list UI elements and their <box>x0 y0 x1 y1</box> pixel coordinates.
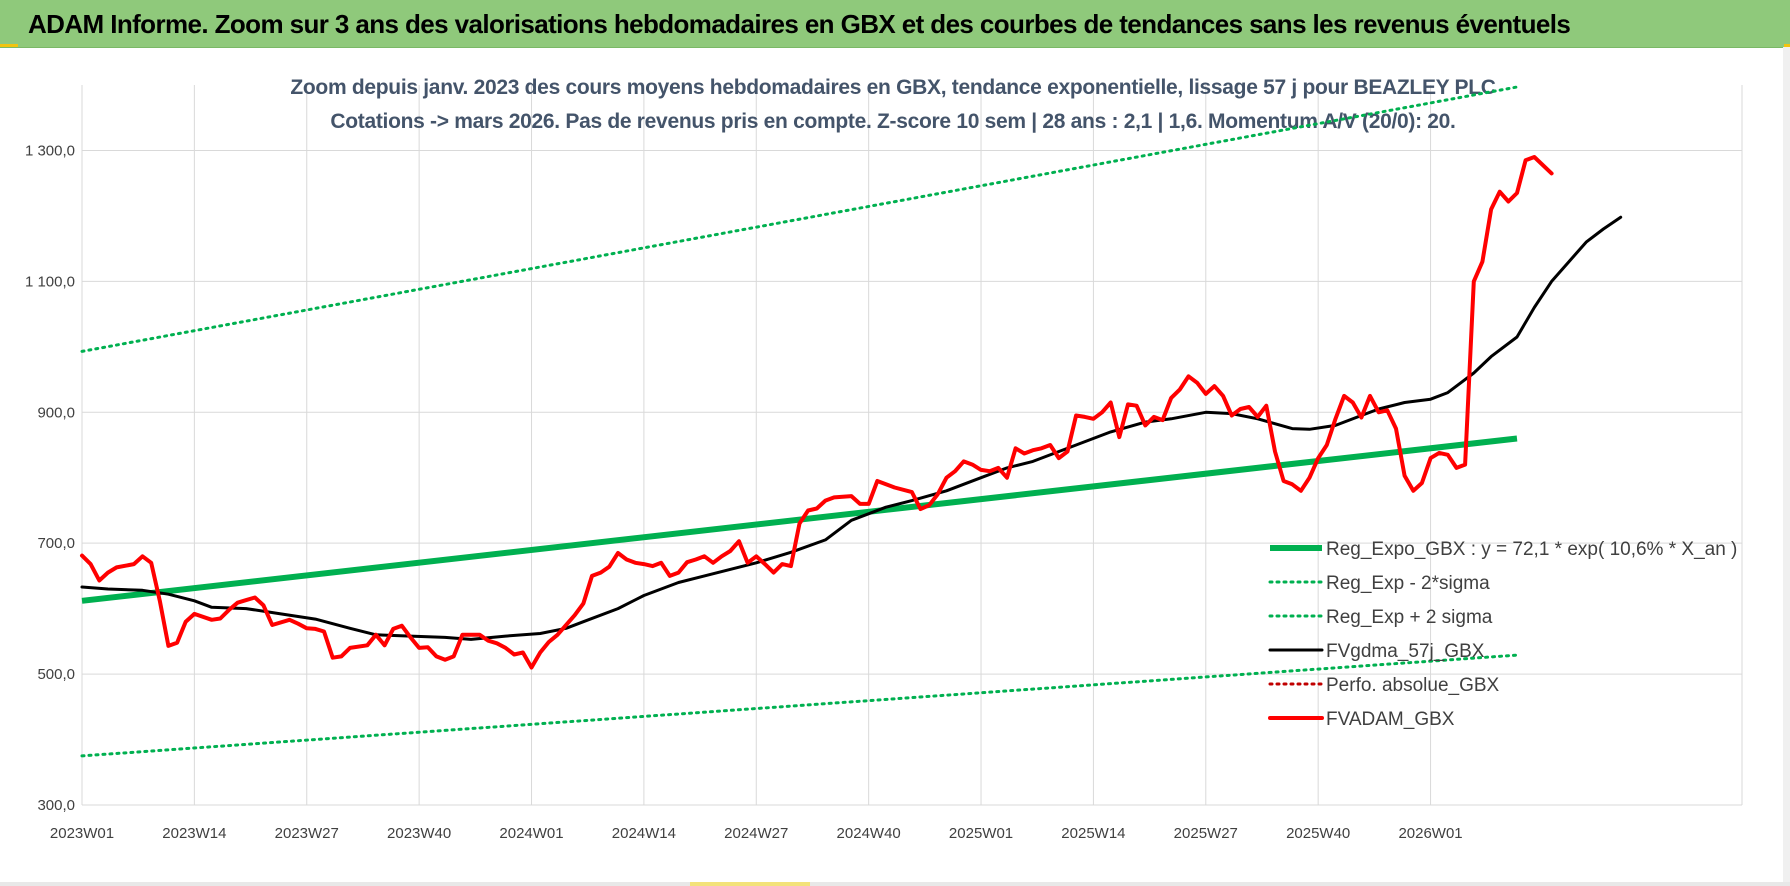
x-tick-label: 2025W14 <box>1061 825 1125 842</box>
series-line-1 <box>81 435 1518 604</box>
legend-label: Reg_Exp + 2 sigma <box>1326 607 1493 628</box>
legend-label: Reg_Exp - 2*sigma <box>1326 573 1490 594</box>
banner-accent-left <box>0 44 18 47</box>
x-tick-label: 2024W14 <box>612 825 676 842</box>
series-line-6 <box>80 155 1554 670</box>
series-line-4 <box>80 215 1623 641</box>
x-axis-tick-labels: 2023W01 2023W14 2023W27 2023W40 2024W01 2024W… <box>50 825 1463 842</box>
legend: Reg_Expo_GBX : y = 72,1 * exp( 10,6% * X… <box>1268 539 1737 730</box>
legend-label: FVADAM_GBX <box>1326 709 1455 730</box>
report-banner: ADAM Informe. Zoom sur 3 ans des valoris… <box>0 0 1790 48</box>
x-tick-label: 2024W01 <box>499 825 563 842</box>
x-tick-label: 2023W01 <box>50 825 114 842</box>
chart-title-line-1: Zoom depuis janv. 2023 des cours moyens … <box>290 76 1495 99</box>
x-tick-label: 2026W01 <box>1398 825 1462 842</box>
series-lines <box>80 85 1623 758</box>
frame-bottom-accent <box>690 882 810 886</box>
y-tick-label: 900,0 <box>37 404 75 421</box>
legend-label: Reg_Expo_GBX : y = 72,1 * exp( 10,6% * X… <box>1326 539 1737 560</box>
x-tick-label: 2023W27 <box>275 825 339 842</box>
y-axis-tick-labels: 300,0 500,0 700,0 900,0 1 100,0 1 300,0 <box>25 142 75 814</box>
frame-edge-bottom <box>0 882 1790 886</box>
y-tick-label: 700,0 <box>37 535 75 552</box>
frame-edge-right <box>1783 47 1790 886</box>
x-tick-label: 2023W40 <box>387 825 451 842</box>
y-tick-label: 300,0 <box>37 797 75 814</box>
legend-label: Perfo. absolue_GBX <box>1326 675 1500 696</box>
legend-label: FVgdma_57j_GBX <box>1326 641 1485 662</box>
y-tick-label: 500,0 <box>37 666 75 683</box>
chart-title: Zoom depuis janv. 2023 des cours moyens … <box>290 76 1496 133</box>
x-tick-label: 2025W27 <box>1174 825 1238 842</box>
chart-title-line-2: Cotations -> mars 2026. Pas de revenus p… <box>330 110 1455 133</box>
x-tick-label: 2024W40 <box>837 825 901 842</box>
series-line-2 <box>80 653 1519 758</box>
x-tick-label: 2023W14 <box>162 825 226 842</box>
x-tick-label: 2024W27 <box>724 825 788 842</box>
y-tick-label: 1 300,0 <box>25 142 75 159</box>
line-chart: Zoom depuis janv. 2023 des cours moyens … <box>25 76 1743 842</box>
x-tick-label: 2025W40 <box>1286 825 1350 842</box>
report-banner-title: ADAM Informe. Zoom sur 3 ans des valoris… <box>28 9 1571 39</box>
x-tick-label: 2025W01 <box>949 825 1013 842</box>
series-line-3 <box>80 85 1519 353</box>
y-tick-label: 1 100,0 <box>25 273 75 290</box>
